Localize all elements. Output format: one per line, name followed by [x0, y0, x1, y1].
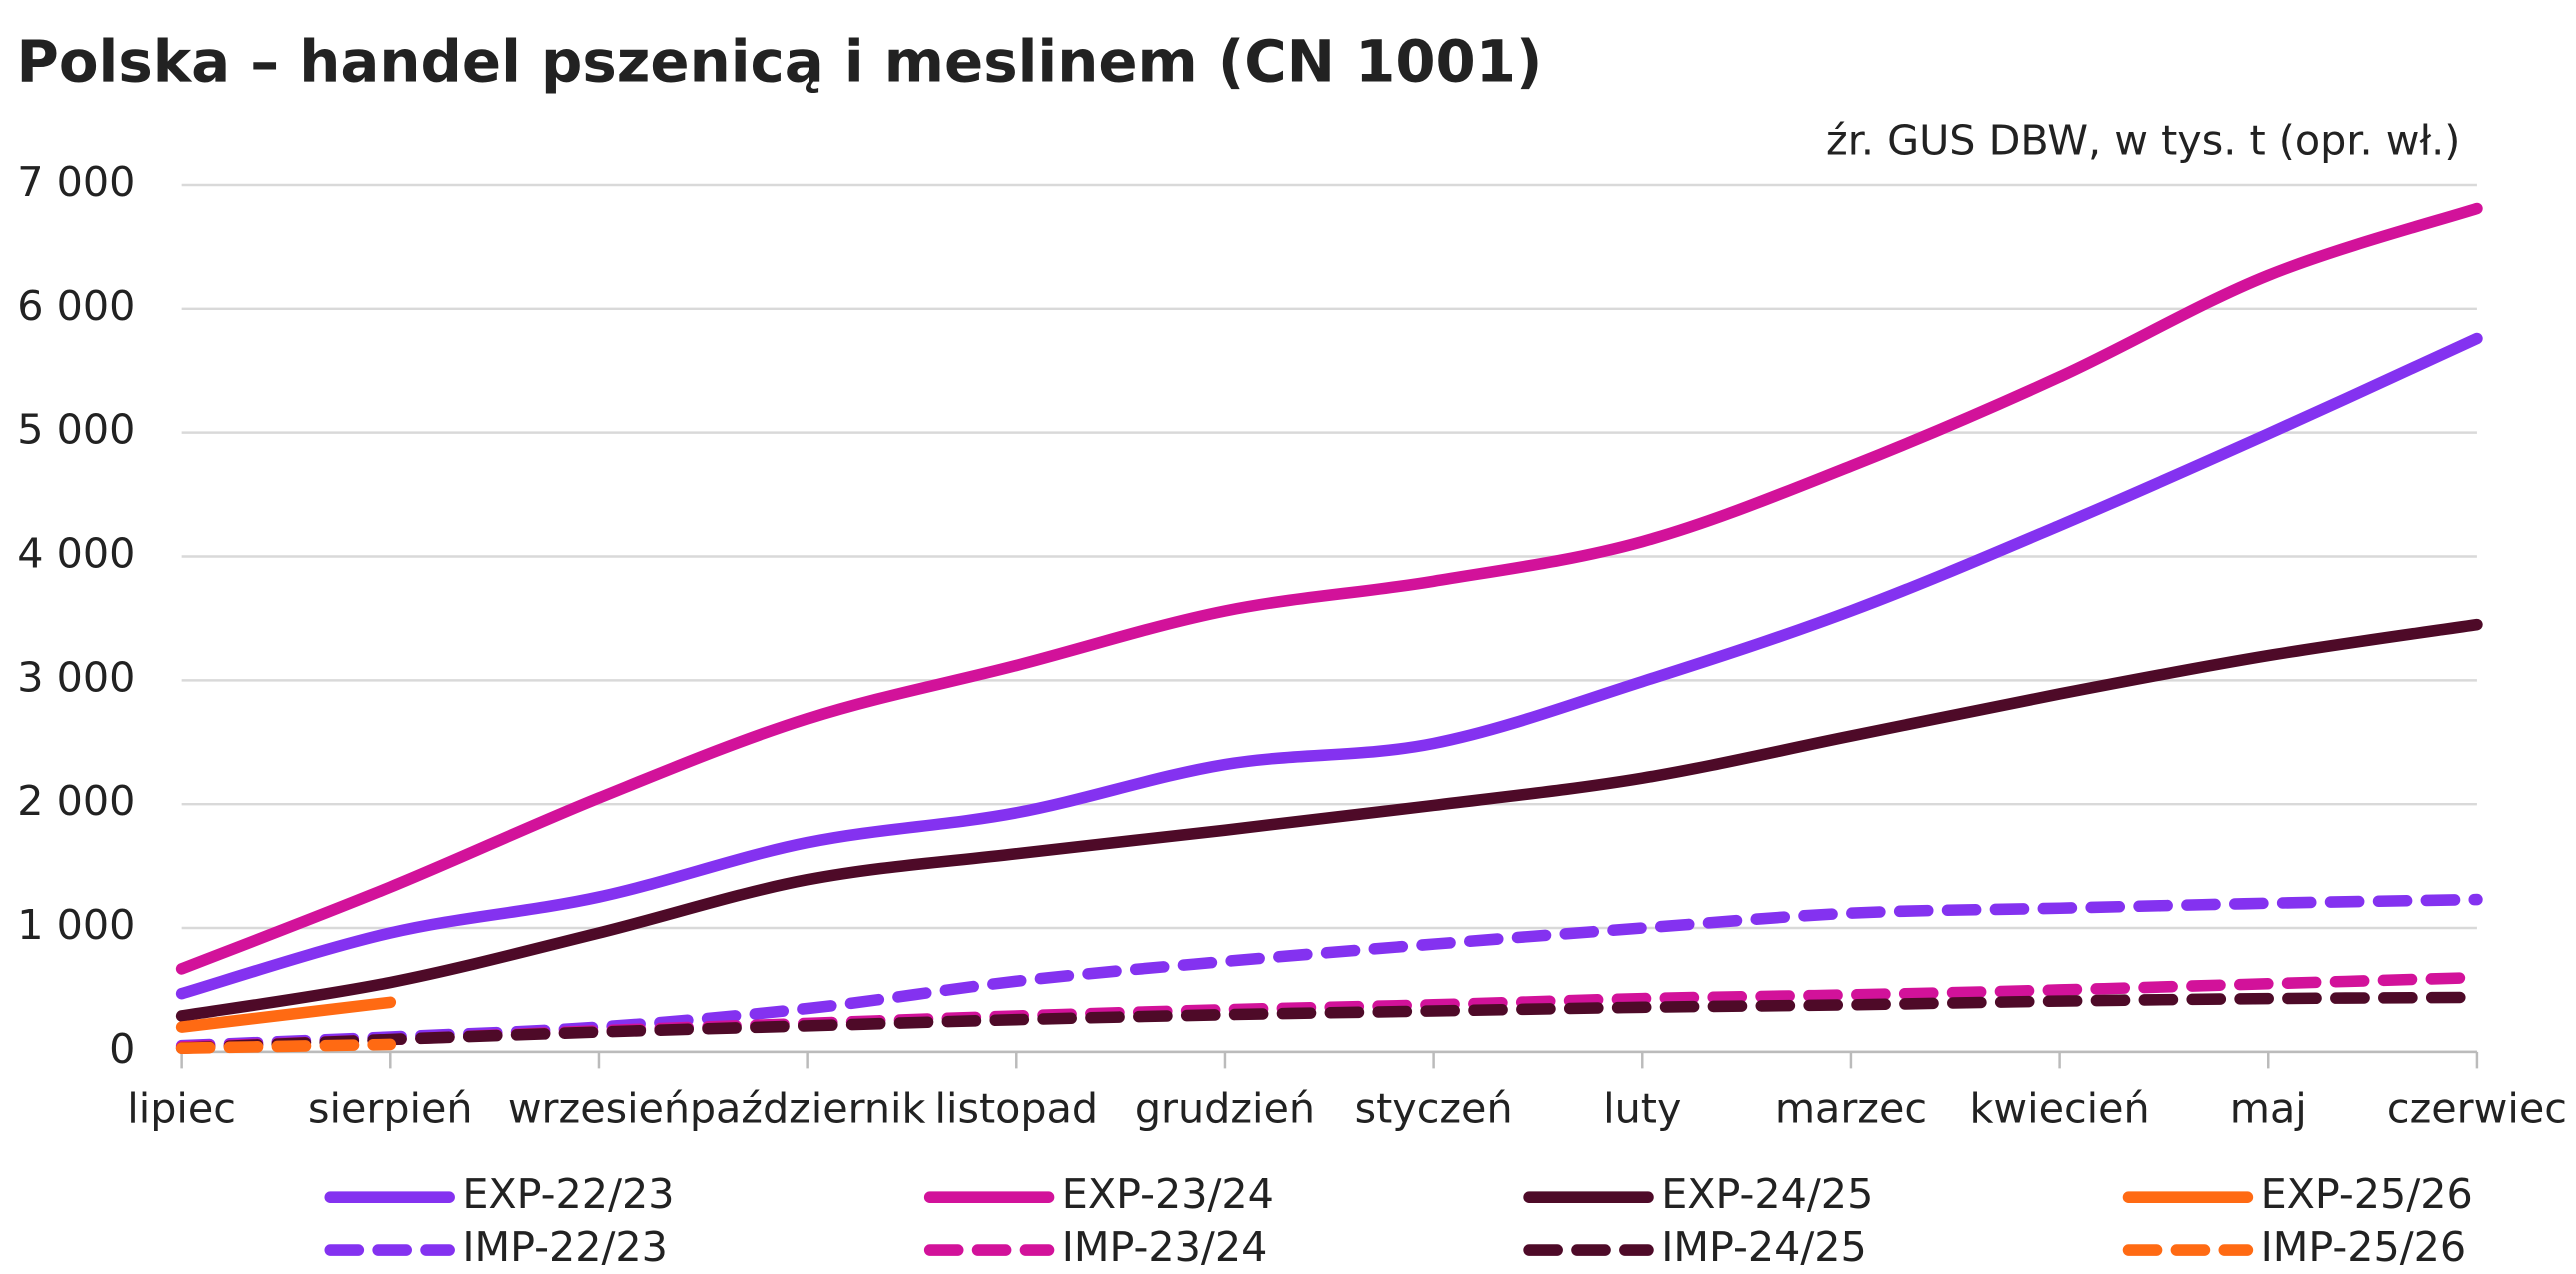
y-tick-label: 3 000	[17, 653, 135, 701]
legend-label: IMP-24/25	[1661, 1223, 1867, 1271]
x-tick-label: lipiec	[127, 1084, 236, 1132]
y-tick-label: 2 000	[17, 777, 135, 825]
legend-label: IMP-22/23	[462, 1223, 668, 1271]
y-tick-label: 7 000	[17, 158, 135, 206]
chart-title: Polska – handel pszenicą i meslinem (CN …	[17, 28, 1543, 96]
x-tick-label: maj	[2230, 1084, 2307, 1132]
y-tick-label: 0	[109, 1025, 135, 1073]
legend-label: IMP-25/26	[2261, 1223, 2467, 1271]
x-tick-label: listopad	[935, 1084, 1099, 1132]
x-tick-label: sierpień	[308, 1084, 473, 1132]
chart-subtitle: źr. GUS DBW, w tys. t (opr. wł.)	[1826, 117, 2460, 165]
legend-label: EXP-24/25	[1661, 1170, 1873, 1218]
series-line	[175, 1038, 397, 1054]
series-line	[175, 618, 2483, 1022]
series-line	[175, 893, 2483, 1052]
legend-label: EXP-22/23	[462, 1170, 674, 1218]
x-tick-label: wrzesień	[508, 1084, 690, 1132]
legend-label: EXP-23/24	[1062, 1170, 1274, 1218]
x-tick-label: marzec	[1775, 1084, 1927, 1132]
x-tick-label: grudzień	[1135, 1084, 1315, 1132]
x-tick-label: luty	[1603, 1084, 1681, 1132]
x-tick-label: październik	[690, 1084, 926, 1132]
series-line	[175, 991, 2483, 1054]
series-line	[175, 996, 397, 1033]
series-line	[175, 202, 2483, 975]
x-tick-label: kwiecień	[1969, 1084, 2149, 1132]
y-tick-label: 6 000	[17, 282, 135, 330]
legend-label: EXP-25/26	[2261, 1170, 2473, 1218]
series-line	[175, 332, 2483, 1000]
y-tick-label: 1 000	[17, 901, 135, 949]
legend-label: IMP-23/24	[1062, 1223, 1268, 1271]
y-tick-label: 4 000	[17, 529, 135, 577]
x-tick-label: styczeń	[1355, 1084, 1513, 1132]
y-tick-label: 5 000	[17, 406, 135, 454]
x-tick-label: czerwiec	[2387, 1084, 2567, 1132]
